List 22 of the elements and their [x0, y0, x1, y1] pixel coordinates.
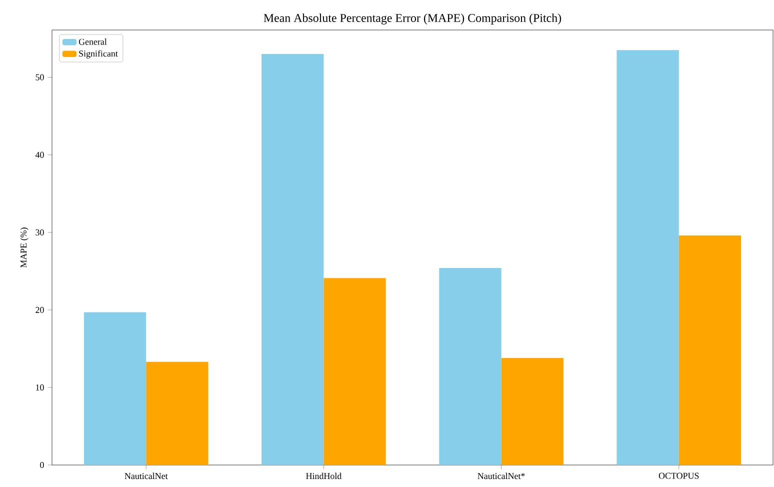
x-tick-label: OCTOPUS — [658, 472, 699, 479]
y-tick-label: 0 — [40, 462, 44, 468]
y-axis-title: MAPE (%) — [20, 228, 28, 268]
x-tick-label: NauticalNet* — [478, 472, 525, 480]
bar — [501, 358, 564, 465]
x-tick-label: HindHold — [306, 472, 342, 480]
y-tick-label: 50 — [36, 74, 44, 80]
legend-label: General — [78, 38, 107, 45]
bar — [262, 54, 324, 465]
y-tick-label: 30 — [36, 229, 44, 236]
bar — [678, 235, 742, 465]
legend-label: Significant — [79, 50, 118, 58]
chart-title: Mean Absolute Percentage Error (MAPE) Comparison (Pitch) — [264, 14, 562, 24]
y-tick-label: 20 — [36, 306, 44, 313]
bar — [84, 312, 146, 465]
bar — [439, 268, 502, 465]
bar — [146, 362, 208, 465]
y-tick-label: 40 — [35, 152, 44, 158]
bar — [616, 50, 679, 465]
y-tick-label: 10 — [36, 384, 44, 390]
x-tick-label: NauticalNet — [124, 472, 168, 480]
bar — [324, 278, 386, 465]
